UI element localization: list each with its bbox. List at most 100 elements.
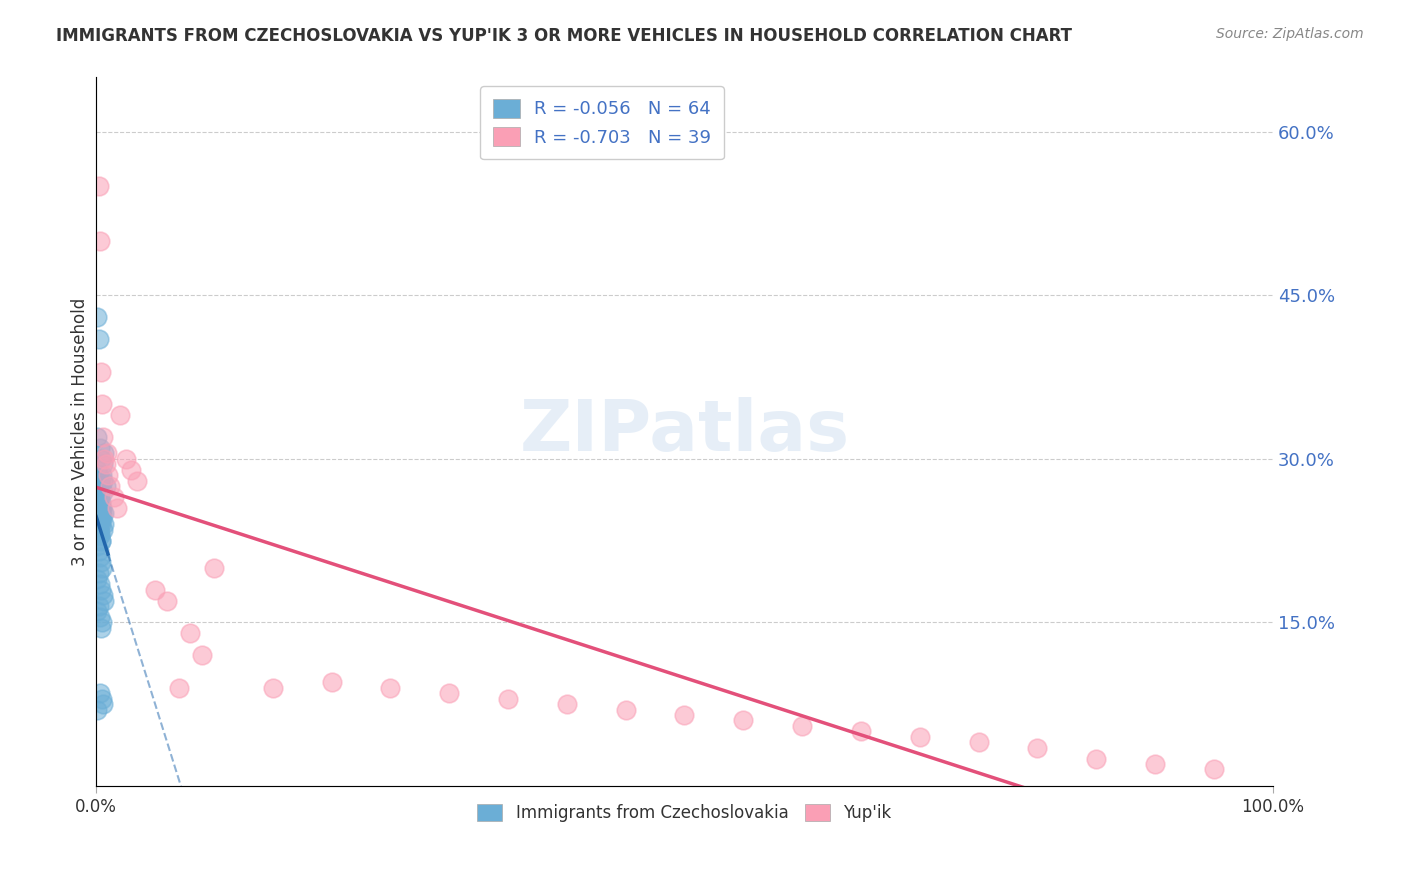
Point xyxy=(967,735,990,749)
Point xyxy=(121,463,143,477)
Point xyxy=(89,500,111,515)
Point xyxy=(1144,756,1167,771)
Point xyxy=(87,523,110,537)
Point xyxy=(191,648,214,662)
Point xyxy=(94,458,117,472)
Point xyxy=(89,549,111,564)
Point xyxy=(90,495,112,509)
Text: IMMIGRANTS FROM CZECHOSLOVAKIA VS YUP'IK 3 OR MORE VEHICLES IN HOUSEHOLD CORRELA: IMMIGRANTS FROM CZECHOSLOVAKIA VS YUP'IK… xyxy=(56,27,1073,45)
Point xyxy=(91,397,114,411)
Point xyxy=(87,332,110,346)
Point xyxy=(86,484,108,499)
Point xyxy=(1202,763,1225,777)
Point xyxy=(93,593,115,607)
Point xyxy=(1085,751,1108,765)
Point xyxy=(87,468,110,483)
Point xyxy=(93,446,115,460)
Point xyxy=(90,451,112,466)
Point xyxy=(91,691,114,706)
Point xyxy=(90,512,112,526)
Point xyxy=(103,490,125,504)
Point xyxy=(91,468,114,483)
Point xyxy=(202,561,225,575)
Point xyxy=(380,681,402,695)
Point xyxy=(96,446,118,460)
Point xyxy=(86,463,108,477)
Point xyxy=(105,500,128,515)
Point xyxy=(90,500,112,515)
Point xyxy=(89,528,111,542)
Point xyxy=(86,539,108,553)
Point xyxy=(86,430,108,444)
Text: Source: ZipAtlas.com: Source: ZipAtlas.com xyxy=(1216,27,1364,41)
Point xyxy=(156,593,179,607)
Point xyxy=(91,458,114,472)
Point xyxy=(89,512,111,526)
Point xyxy=(91,588,114,602)
Point xyxy=(91,430,114,444)
Point xyxy=(98,479,121,493)
Point xyxy=(127,474,149,488)
Point xyxy=(167,681,190,695)
Point xyxy=(614,702,637,716)
Point xyxy=(90,479,112,493)
Point xyxy=(143,582,166,597)
Point xyxy=(90,517,112,532)
Point xyxy=(90,533,112,548)
Point xyxy=(90,621,112,635)
Legend: Immigrants from Czechoslovakia, Yup'ik: Immigrants from Czechoslovakia, Yup'ik xyxy=(465,793,903,834)
Point xyxy=(86,495,108,509)
Point xyxy=(89,484,111,499)
Point xyxy=(321,675,343,690)
Point xyxy=(93,517,115,532)
Point xyxy=(90,533,112,548)
Point xyxy=(87,179,110,194)
Point xyxy=(179,626,201,640)
Point xyxy=(555,697,578,711)
Point xyxy=(91,506,114,520)
Point xyxy=(87,479,110,493)
Point xyxy=(114,451,136,466)
Point xyxy=(91,561,114,575)
Point xyxy=(90,555,112,569)
Point xyxy=(91,484,114,499)
Point xyxy=(86,604,108,618)
Point xyxy=(89,490,111,504)
Point xyxy=(93,506,115,520)
Point xyxy=(733,714,755,728)
Point xyxy=(87,490,110,504)
Text: ZIPatlas: ZIPatlas xyxy=(519,397,849,467)
Point xyxy=(87,599,110,613)
Point xyxy=(108,409,131,423)
Point xyxy=(93,451,115,466)
Point xyxy=(91,523,114,537)
Point xyxy=(87,517,110,532)
Point xyxy=(262,681,284,695)
Point xyxy=(1026,740,1049,755)
Point xyxy=(87,523,110,537)
Point xyxy=(792,719,814,733)
Point xyxy=(89,528,111,542)
Point xyxy=(94,479,117,493)
Point xyxy=(91,474,114,488)
Point xyxy=(86,528,108,542)
Point xyxy=(908,730,931,744)
Point xyxy=(90,365,112,379)
Point xyxy=(89,506,111,520)
Point xyxy=(87,490,110,504)
Point xyxy=(89,686,111,700)
Point xyxy=(87,544,110,558)
Point xyxy=(89,441,111,455)
Point xyxy=(89,610,111,624)
Point xyxy=(87,566,110,581)
Point xyxy=(90,582,112,597)
Point xyxy=(91,512,114,526)
Point xyxy=(89,577,111,591)
Point xyxy=(89,474,111,488)
Point xyxy=(91,615,114,630)
Point xyxy=(437,686,460,700)
Point xyxy=(673,708,696,723)
Y-axis label: 3 or more Vehicles in Household: 3 or more Vehicles in Household xyxy=(72,298,89,566)
Point xyxy=(86,702,108,716)
Point xyxy=(91,697,114,711)
